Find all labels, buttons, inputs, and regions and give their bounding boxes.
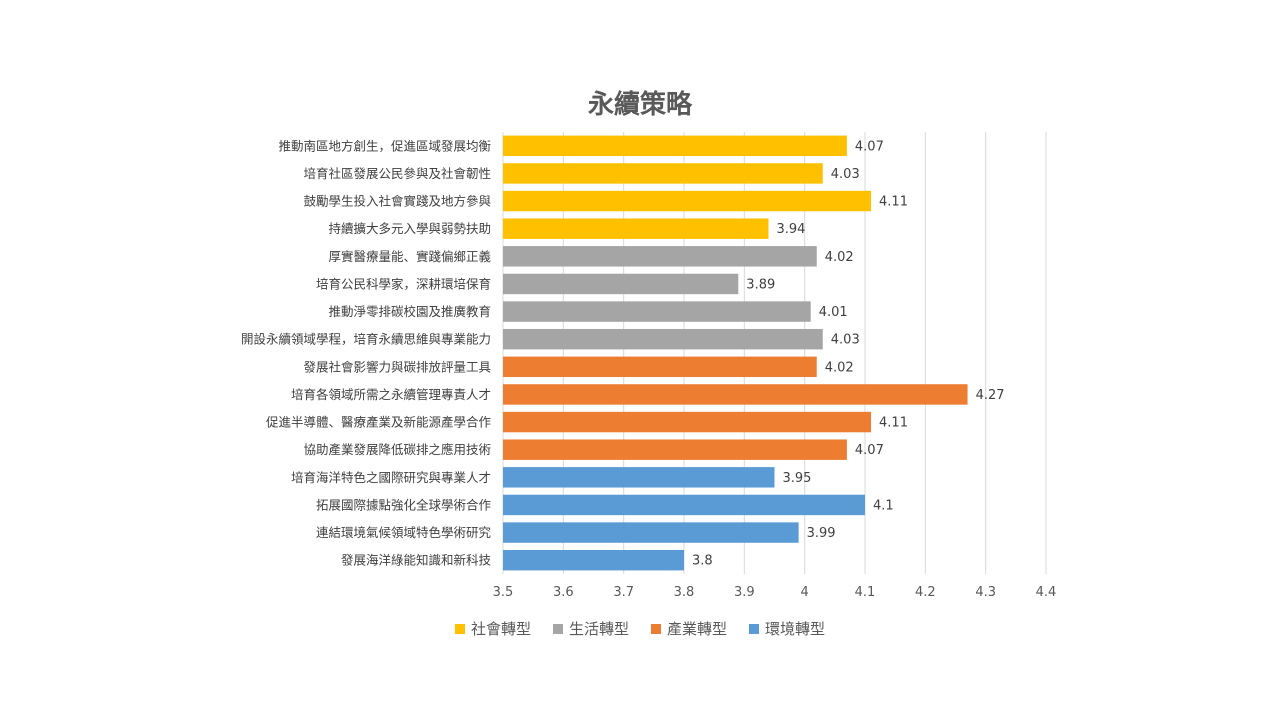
bar bbox=[503, 246, 817, 267]
data-label: 4.1 bbox=[873, 498, 894, 513]
legend-swatch bbox=[651, 623, 661, 634]
bar bbox=[503, 328, 823, 350]
data-label: 4.11 bbox=[879, 195, 908, 210]
data-label: 3.94 bbox=[776, 222, 805, 237]
bar bbox=[503, 163, 823, 184]
data-label: 3.8 bbox=[692, 554, 713, 569]
data-label: 4.27 bbox=[976, 388, 1005, 403]
category-label: 推動淨零排碳校園及推廣教育 bbox=[328, 304, 491, 319]
category-label: 發展海洋綠能知識和新科技 bbox=[341, 553, 492, 568]
bar bbox=[503, 549, 684, 571]
data-label: 4.02 bbox=[825, 360, 854, 375]
bar bbox=[503, 218, 769, 239]
legend-label: 生活轉型 bbox=[568, 620, 629, 638]
legend-label: 產業轉型 bbox=[667, 620, 728, 638]
x-tick-label: 4.3 bbox=[975, 585, 996, 600]
x-tick-label: 3.5 bbox=[493, 585, 514, 600]
data-label: 4.03 bbox=[831, 167, 860, 182]
x-tick-label: 3.7 bbox=[613, 585, 634, 600]
category-label: 培育社區發展公民參與及社會韌性 bbox=[303, 166, 491, 181]
category-label: 持續擴大多元入學與弱勢扶助 bbox=[328, 221, 491, 236]
legend-item: 生活轉型 bbox=[552, 618, 629, 639]
data-label: 4.02 bbox=[825, 250, 854, 265]
category-label: 培育公民科學家，深耕環培保育 bbox=[316, 276, 491, 291]
category-label: 拓展國際據點強化全球學術合作 bbox=[316, 497, 492, 512]
category-label: 鼓勵學生投入社會實踐及地方參與 bbox=[303, 194, 491, 209]
legend-item: 產業轉型 bbox=[651, 618, 727, 639]
data-label: 4.07 bbox=[855, 443, 884, 458]
data-label: 4.11 bbox=[879, 416, 908, 431]
bar bbox=[503, 356, 817, 378]
legend-label: 環境轉型 bbox=[765, 620, 826, 638]
bar bbox=[503, 411, 872, 433]
legend-item: 社會轉型 bbox=[454, 618, 531, 639]
legend-swatch bbox=[552, 623, 563, 634]
x-tick-label: 4.2 bbox=[915, 585, 936, 600]
bar bbox=[503, 135, 847, 157]
category-label: 推動南區地方創生，促進區域發展均衡 bbox=[278, 138, 491, 153]
data-label: 4.03 bbox=[831, 333, 860, 348]
category-label: 發展社會影響力與碳排放評量工具 bbox=[303, 359, 491, 374]
data-label: 3.95 bbox=[783, 471, 812, 486]
chart-title: 永續策略 bbox=[587, 90, 692, 120]
bar bbox=[503, 494, 865, 516]
legend-swatch bbox=[454, 623, 465, 634]
legend-label: 社會轉型 bbox=[470, 620, 531, 638]
category-label: 培育各領域所需之永續管理專責人才 bbox=[291, 387, 491, 402]
data-label: 4.07 bbox=[855, 139, 884, 154]
legend: 社會轉型 生活轉型 產業轉型 環境轉型 bbox=[0, 618, 1280, 639]
bar bbox=[503, 301, 811, 322]
data-label: 4.01 bbox=[819, 305, 848, 320]
data-label: 3.99 bbox=[807, 526, 836, 541]
bar bbox=[503, 522, 799, 543]
category-label: 培育海洋特色之國際研究與專業人才 bbox=[291, 470, 491, 485]
bar bbox=[503, 467, 775, 488]
bar bbox=[503, 190, 872, 212]
category-label: 協助產業發展降低碳排之應用技術 bbox=[303, 442, 491, 457]
bar bbox=[503, 439, 847, 460]
x-tick-label: 4 bbox=[801, 585, 809, 600]
x-tick-label: 3.8 bbox=[674, 585, 695, 600]
x-tick-label: 4.4 bbox=[1036, 585, 1057, 600]
category-label: 促進半導體、醫療產業及新能源產學合作 bbox=[266, 415, 492, 430]
legend-item: 環境轉型 bbox=[749, 618, 825, 639]
category-label: 開設永續領域學程，培育永續思維與專業能力 bbox=[241, 332, 491, 347]
bar bbox=[503, 273, 739, 295]
x-tick-label: 4.1 bbox=[855, 585, 876, 600]
category-label: 連結環境氣候領域特色學術研究 bbox=[316, 525, 492, 540]
bar bbox=[503, 384, 968, 405]
category-label: 厚實醫療量能、實踐偏鄉正義 bbox=[328, 249, 491, 264]
data-label: 3.89 bbox=[746, 277, 775, 292]
legend-swatch bbox=[749, 623, 760, 634]
x-tick-label: 3.6 bbox=[553, 585, 574, 600]
x-tick-label: 3.9 bbox=[734, 585, 755, 600]
